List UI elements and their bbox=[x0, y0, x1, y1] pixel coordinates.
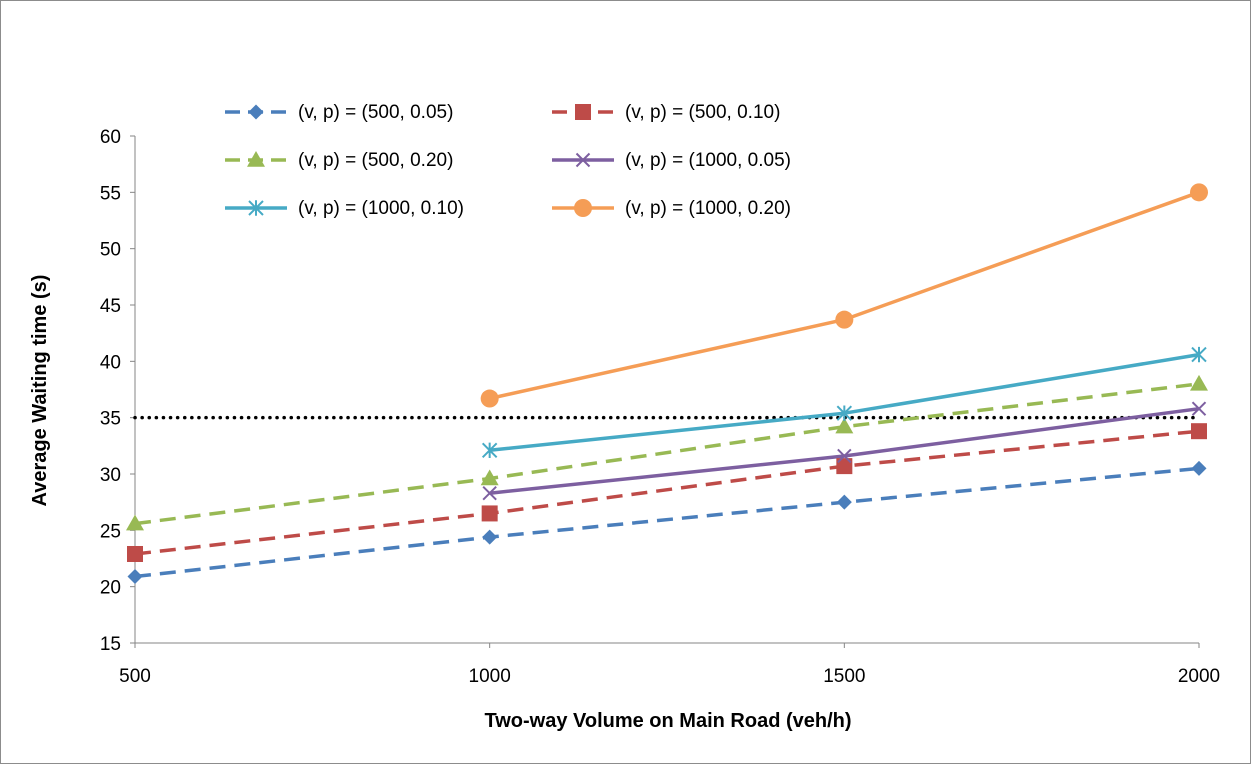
series-line-6 bbox=[489, 190, 1200, 401]
legend-label-3: (v, p) = (500, 0.20) bbox=[298, 150, 453, 171]
y-axis-title: Average Waiting time (s) bbox=[29, 275, 51, 507]
series-line-3 bbox=[134, 382, 1200, 526]
legend-marker-4 bbox=[575, 152, 591, 168]
legend-label-1: (v, p) = (500, 0.05) bbox=[298, 102, 453, 123]
y-tick-label: 50 bbox=[100, 240, 121, 261]
x-tick-label: 500 bbox=[119, 666, 151, 687]
data-point-series-5 bbox=[481, 442, 498, 459]
data-point-series-6 bbox=[835, 310, 854, 329]
data-point-series-4 bbox=[837, 448, 852, 464]
legend-marker-3 bbox=[247, 151, 265, 167]
y-tick-label: 20 bbox=[100, 578, 121, 599]
legend-label-5: (v, p) = (1000, 0.10) bbox=[298, 198, 464, 219]
x-tick-label: 2000 bbox=[1178, 666, 1220, 687]
data-point-series-3 bbox=[1190, 374, 1208, 391]
y-tick-label: 60 bbox=[100, 127, 121, 148]
data-point-series-3 bbox=[480, 469, 499, 486]
legend-marker-5 bbox=[248, 200, 264, 216]
legend-label-6: (v, p) = (1000, 0.20) bbox=[625, 198, 791, 219]
data-point-series-3 bbox=[126, 514, 144, 531]
data-point-series-4 bbox=[1191, 401, 1207, 416]
data-point-series-1 bbox=[836, 494, 852, 510]
y-tick-label: 40 bbox=[100, 352, 121, 373]
data-point-series-2 bbox=[127, 545, 143, 562]
series-line-1 bbox=[134, 466, 1200, 579]
x-tick-label: 1000 bbox=[469, 666, 511, 687]
data-point-series-1 bbox=[1191, 460, 1207, 476]
legend-marker-1 bbox=[248, 104, 264, 120]
legend-label-4: (v, p) = (1000, 0.05) bbox=[625, 150, 791, 171]
y-tick-label: 35 bbox=[100, 409, 121, 430]
data-point-series-6 bbox=[480, 389, 499, 408]
legend-label-2: (v, p) = (500, 0.10) bbox=[625, 102, 780, 123]
x-tick-label: 1500 bbox=[823, 666, 865, 687]
data-point-series-4 bbox=[482, 485, 497, 501]
x-axis-title: Two-way Volume on Main Road (veh/h) bbox=[484, 710, 851, 732]
data-point-series-2 bbox=[481, 505, 498, 522]
data-point-series-6 bbox=[1190, 183, 1208, 202]
series-line-5 bbox=[489, 352, 1200, 453]
y-tick-label: 15 bbox=[100, 634, 121, 655]
data-point-series-1 bbox=[127, 569, 143, 585]
data-point-series-5 bbox=[1191, 346, 1207, 363]
series-lines bbox=[134, 190, 1200, 579]
data-point-series-3 bbox=[835, 417, 854, 434]
data-point-series-2 bbox=[1191, 423, 1207, 440]
legend: (v, p) = (500, 0.05) (v, p) = (500, 0.10)… bbox=[225, 102, 791, 219]
data-point-series-5 bbox=[836, 405, 853, 421]
series-line-2 bbox=[134, 429, 1200, 556]
y-tick-label: 45 bbox=[100, 296, 121, 317]
legend-marker-6 bbox=[574, 199, 592, 217]
legend-marker-2 bbox=[575, 104, 591, 120]
data-point-series-1 bbox=[482, 529, 498, 545]
y-tick-label: 25 bbox=[100, 521, 121, 542]
y-tick-label: 30 bbox=[100, 465, 121, 486]
y-tick-label: 55 bbox=[100, 183, 121, 204]
data-point-series-2 bbox=[836, 458, 853, 475]
series-markers bbox=[126, 183, 1208, 585]
